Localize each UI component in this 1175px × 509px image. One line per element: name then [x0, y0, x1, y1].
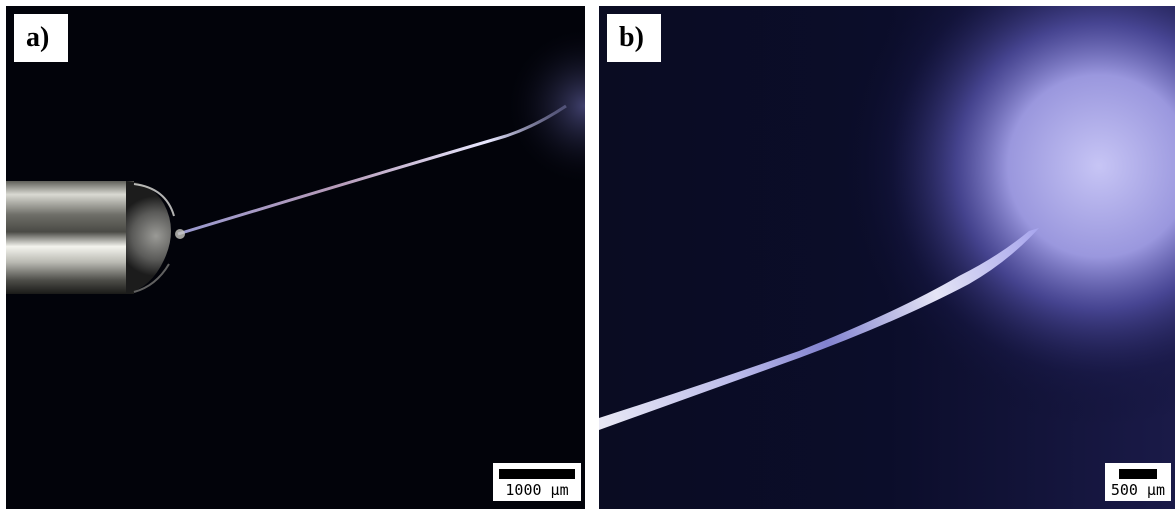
scale-bar-line: [499, 469, 575, 479]
scale-bar-label: 1000 µm: [505, 481, 569, 499]
fiber-jet-shape: [177, 104, 567, 236]
scale-bar: 500 µm: [1104, 463, 1171, 501]
micrograph-image-b: [599, 6, 1175, 509]
scale-bar-line: [1118, 469, 1157, 479]
panel-label: b): [607, 14, 661, 62]
micrograph-panel-b: b) 500 µm: [599, 6, 1175, 509]
micrograph-panel-a: a) 1000 µm: [6, 6, 585, 509]
needle-shape: [6, 181, 175, 294]
scale-bar: 1000 µm: [493, 463, 581, 501]
fiber-jet-shape: [599, 228, 1039, 430]
scale-bar-label: 500 µm: [1110, 481, 1165, 499]
micrograph-image-a: [6, 6, 585, 509]
panel-label: a): [14, 14, 68, 62]
